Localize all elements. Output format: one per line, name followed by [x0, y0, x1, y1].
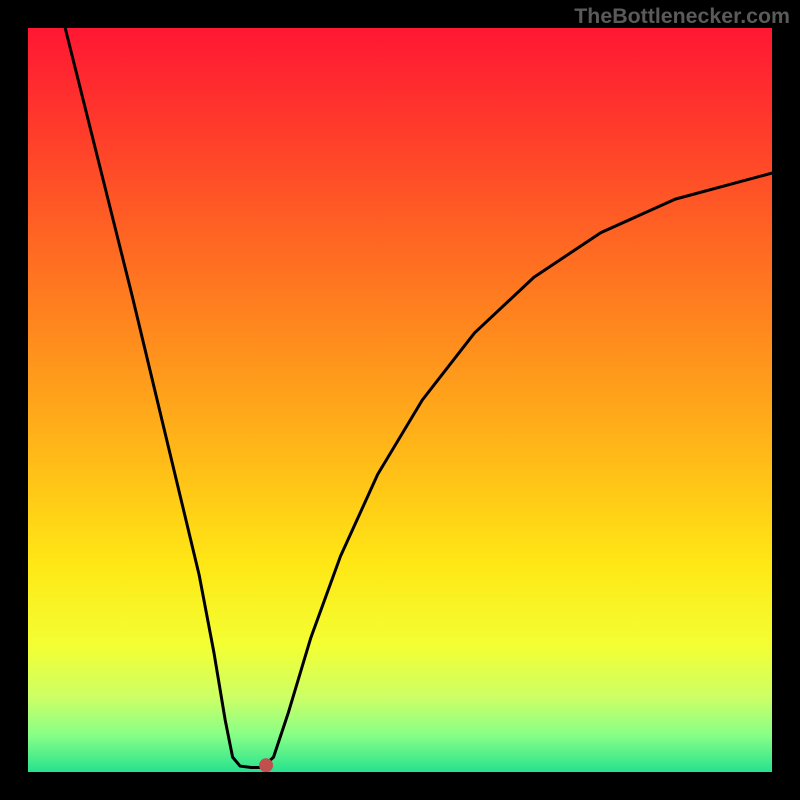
bottleneck-chart — [0, 0, 800, 800]
figure-container: TheBottlenecker.com — [0, 0, 800, 800]
optimum-marker — [259, 758, 273, 772]
watermark-text: TheBottlenecker.com — [574, 4, 790, 29]
gradient-background — [28, 28, 772, 772]
